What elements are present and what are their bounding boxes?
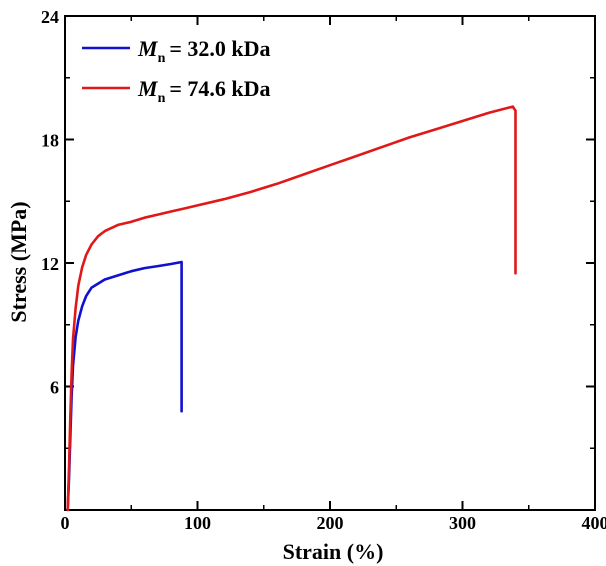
x-axis-label: Strain (%) — [283, 539, 384, 564]
x-tick-label: 0 — [61, 513, 70, 533]
y-tick-label: 18 — [41, 131, 59, 151]
legend-symbol: M — [137, 76, 159, 101]
legend-subscript: n — [158, 51, 166, 66]
x-tick-label: 300 — [449, 513, 476, 533]
series-line-1 — [66, 260, 183, 512]
series-layer — [66, 105, 517, 512]
legend-subscript: n — [158, 91, 166, 106]
y-tick-label: 6 — [50, 378, 59, 398]
axis-ticks — [64, 15, 596, 510]
legend-symbol: M — [137, 36, 159, 61]
tick-labels: 0 100 200 300 400 6 12 18 24 — [41, 7, 606, 533]
series-line-2 — [66, 105, 517, 512]
y-axis-label: Stress (MPa) — [6, 201, 31, 322]
legend-label-1: Mn = 32.0 kDa — [137, 36, 271, 66]
legend-value: = 32.0 kDa — [169, 36, 270, 61]
legend-value: = 74.6 kDa — [169, 76, 270, 101]
legend-label-2: Mn = 74.6 kDa — [137, 76, 271, 106]
x-tick-label: 400 — [582, 513, 606, 533]
x-tick-label: 100 — [184, 513, 211, 533]
x-tick-label: 200 — [317, 513, 344, 533]
y-tick-label: 12 — [41, 254, 59, 274]
y-tick-label: 24 — [41, 7, 59, 27]
